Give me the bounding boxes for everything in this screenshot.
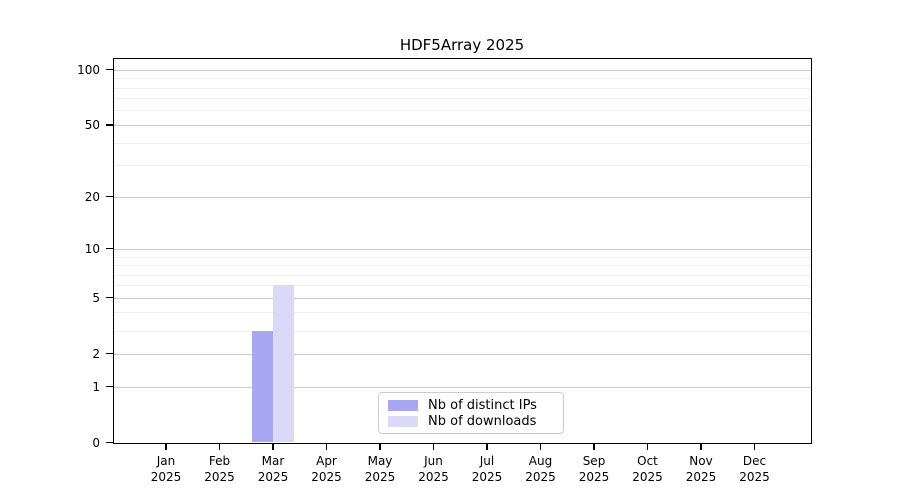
y-axis-tick (106, 248, 114, 250)
gridline-minor (114, 78, 811, 80)
x-tick-year: 2025 (739, 470, 770, 484)
x-tick-label: Sep 2025 (564, 453, 624, 485)
x-tick-label: Apr 2025 (297, 453, 357, 485)
x-tick-year: 2025 (418, 470, 449, 484)
x-axis-tick (539, 443, 542, 450)
x-axis-tick (379, 443, 381, 450)
x-tick-label: Aug 2025 (511, 453, 571, 485)
x-tick-label: Oct 2025 (618, 453, 678, 485)
x-axis-tick (646, 443, 649, 450)
gridline-major (114, 353, 811, 355)
y-tick-label: 2 (92, 346, 100, 361)
y-axis-tick (106, 385, 114, 388)
x-tick-year: 2025 (632, 470, 663, 484)
x-tick-label: Dec 2025 (725, 453, 785, 485)
legend-row-downloads: Nb of downloads (388, 413, 554, 429)
y-tick-label: 20 (84, 189, 100, 204)
y-tick-label: 100 (77, 62, 100, 77)
x-tick-year: 2025 (311, 470, 342, 484)
x-tick-month: Jan (156, 454, 176, 468)
gridline-minor (114, 165, 811, 167)
gridline-minor (114, 87, 811, 89)
x-axis-tick (218, 443, 221, 450)
legend-row-distinct-ips: Nb of distinct IPs (388, 397, 554, 413)
gridline-minor (114, 98, 811, 100)
x-axis-tick (325, 443, 328, 450)
legend-swatch-downloads (388, 415, 418, 427)
y-axis-tick (106, 124, 114, 126)
x-axis-tick (700, 443, 702, 450)
gridline-minor (114, 265, 811, 266)
x-tick-year: 2025 (257, 470, 289, 484)
x-tick-year: 2025 (578, 470, 610, 484)
x-tick-label: Jul 2025 (457, 453, 517, 485)
x-axis-tick (272, 443, 274, 450)
plot-area: Dec 2025 Nov 2025 Oct 2025 Sep 2025 Aug 2025 Jul 20… (77, 58, 812, 484)
x-axis-tick (165, 443, 167, 450)
x-tick-month: Oct (637, 454, 658, 468)
x-tick-month: Dec (742, 454, 767, 468)
gridline-major (114, 124, 811, 126)
y-tick-label: 10 (84, 241, 100, 256)
x-tick-month: Feb (208, 454, 231, 468)
x-axis-tick (753, 443, 756, 450)
gridline-major (114, 69, 811, 71)
x-tick-label: Nov 2025 (671, 453, 731, 485)
y-axis-tick (106, 441, 114, 444)
x-tick-year: 2025 (204, 470, 235, 484)
y-tick-label: 5 (92, 290, 100, 305)
bar-distinct-ips (252, 330, 273, 443)
y-axis-tick (106, 353, 114, 355)
gridline-minor (114, 256, 811, 258)
y-axis-tick (106, 68, 114, 71)
x-tick-month: Sep (582, 454, 606, 468)
x-tick-year: 2025 (525, 470, 556, 484)
y-tick-label: 0 (92, 435, 100, 450)
gridline-minor (114, 312, 811, 314)
x-tick-month: Mar (261, 454, 285, 468)
gridline-minor (114, 330, 811, 332)
x-tick-label: Jun 2025 (404, 453, 464, 485)
x-tick-month: Jul (479, 454, 495, 468)
x-tick-month: Jun (424, 454, 443, 468)
gridline-minor (114, 274, 811, 276)
x-axis-tick (486, 443, 488, 450)
x-tick-year: 2025 (685, 470, 717, 484)
gridline-minor (114, 110, 811, 112)
gridline-major (114, 248, 811, 250)
y-tick-label: 1 (92, 379, 100, 394)
gridline-minor (114, 142, 811, 144)
x-tick-month: Aug (528, 454, 553, 468)
x-tick-year: 2025 (471, 470, 503, 484)
bar-downloads (273, 285, 294, 443)
x-tick-label: Feb 2025 (190, 453, 250, 485)
x-tick-label: Jan 2025 (136, 453, 196, 485)
x-axis-tick (593, 443, 595, 450)
y-axis-tick (106, 297, 114, 299)
x-tick-label: Mar 2025 (243, 453, 303, 485)
x-tick-month: Apr (316, 454, 337, 468)
gridline-major (114, 386, 811, 388)
gridline-major (114, 196, 811, 198)
legend-swatch-distinct-ips (388, 399, 418, 411)
x-tick-label: May 2025 (350, 453, 410, 485)
x-tick-year: 2025 (150, 470, 182, 484)
gridline-major (114, 297, 811, 299)
x-axis-tick (432, 443, 435, 450)
x-tick-month: May (367, 454, 393, 468)
legend-label-downloads: Nb of downloads (428, 413, 537, 429)
legend: Nb of distinct IPs Nb of downloads (378, 392, 564, 434)
x-tick-year: 2025 (364, 470, 396, 484)
y-axis-tick (106, 195, 114, 198)
x-tick-month: Nov (689, 454, 713, 468)
legend-label-distinct-ips: Nb of distinct IPs (428, 397, 537, 413)
chart-title: HDF5Array 2025 (399, 36, 525, 54)
gridline-minor (114, 285, 811, 287)
y-tick-label: 50 (84, 117, 100, 132)
